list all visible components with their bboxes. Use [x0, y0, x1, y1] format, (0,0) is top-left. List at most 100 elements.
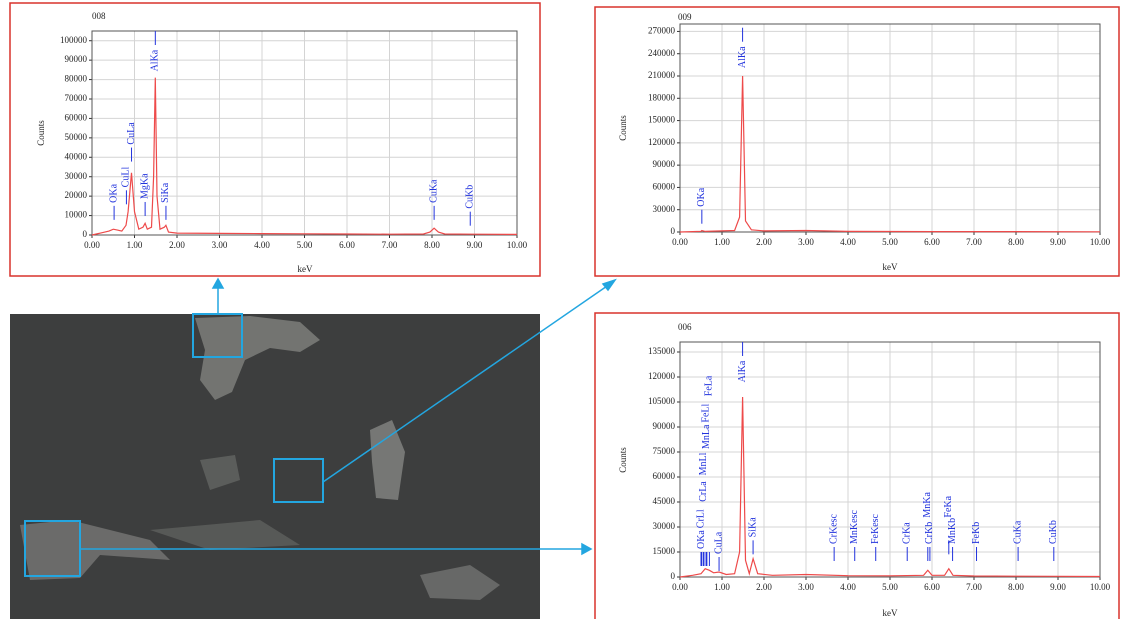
chart-title: 009	[678, 12, 692, 22]
peak-label: CrLa	[698, 481, 709, 502]
x-tick-label: 7.00	[382, 240, 398, 250]
y-tick-label: 60000	[653, 181, 676, 191]
peak-label: AlKa	[737, 46, 748, 68]
y-tick-label: 30000	[65, 171, 88, 181]
peak-label: MnLa	[701, 424, 712, 449]
x-tick-label: 3.00	[798, 582, 814, 592]
x-tick-label: 0.00	[672, 582, 688, 592]
x-tick-label: 9.00	[1050, 237, 1066, 247]
x-tick-label: 4.00	[254, 240, 270, 250]
y-tick-label: 120000	[648, 371, 676, 381]
x-tick-label: 6.00	[924, 237, 940, 247]
y-tick-label: 270000	[648, 25, 676, 35]
peak-label: MgKa	[139, 173, 150, 199]
x-tick-label: 6.00	[924, 582, 940, 592]
x-tick-label: 1.00	[714, 237, 730, 247]
y-tick-label: 120000	[648, 137, 676, 147]
y-axis-label: Counts	[618, 447, 628, 473]
peak-label: CrLl	[695, 509, 706, 528]
x-tick-label: 9.00	[1050, 582, 1066, 592]
x-axis-label: keV	[298, 264, 313, 274]
x-tick-label: 5.00	[882, 582, 898, 592]
peak-label: SiKa	[747, 517, 758, 538]
peak-label: CuKa	[428, 179, 439, 203]
peak-label: FeKesc	[870, 513, 881, 544]
peak-label: OKa	[696, 530, 707, 549]
y-tick-label: 0	[83, 229, 88, 239]
y-tick-label: 0	[671, 226, 676, 236]
x-axis-label: keV	[883, 608, 898, 618]
x-tick-label: 9.00	[467, 240, 483, 250]
peak-label: MnKesc	[849, 510, 860, 544]
y-axis-label: Counts	[36, 120, 46, 146]
peak-label: FeLl	[700, 403, 711, 422]
peak-label: CuKa	[1012, 520, 1023, 544]
chart-title: 006	[678, 322, 692, 332]
x-tick-label: 7.00	[966, 237, 982, 247]
x-tick-label: 10.00	[1090, 237, 1111, 247]
y-tick-label: 40000	[65, 151, 88, 161]
peak-label: OKa	[696, 187, 707, 206]
x-tick-label: 1.00	[127, 240, 143, 250]
peak-label: MnKa	[922, 491, 933, 517]
y-tick-label: 80000	[65, 74, 88, 84]
y-tick-label: 135000	[648, 346, 676, 356]
x-tick-label: 8.00	[1008, 237, 1024, 247]
y-tick-label: 180000	[648, 92, 676, 102]
y-axis-label: Counts	[618, 115, 628, 141]
y-tick-label: 10000	[65, 210, 88, 220]
peak-label: AlKa	[737, 360, 748, 382]
y-tick-label: 70000	[65, 93, 88, 103]
peak-label: MnKb	[947, 518, 958, 544]
peak-label: CrKesc	[828, 513, 839, 544]
peak-label: FeKa	[943, 495, 954, 517]
peak-label: OKa	[108, 183, 119, 202]
figure: 008keVCounts0100002000030000400005000060…	[0, 0, 1121, 619]
y-tick-label: 90000	[653, 159, 676, 169]
x-tick-label: 0.00	[84, 240, 100, 250]
y-tick-label: 90000	[653, 421, 676, 431]
x-tick-label: 2.00	[756, 582, 772, 592]
x-tick-label: 10.00	[1090, 582, 1111, 592]
y-tick-label: 0	[671, 571, 676, 581]
x-tick-label: 8.00	[1008, 582, 1024, 592]
peak-label: CrKa	[902, 522, 913, 544]
x-tick-label: 5.00	[297, 240, 313, 250]
x-tick-label: 3.00	[212, 240, 228, 250]
x-tick-label: 5.00	[882, 237, 898, 247]
y-tick-label: 60000	[65, 112, 88, 122]
x-tick-label: 8.00	[424, 240, 440, 250]
y-tick-label: 75000	[653, 446, 676, 456]
x-axis-label: keV	[883, 262, 898, 272]
chart-title: 008	[92, 11, 106, 21]
y-tick-label: 15000	[653, 546, 676, 556]
y-tick-label: 60000	[653, 471, 676, 481]
y-tick-label: 20000	[65, 190, 88, 200]
peak-label: CuKb	[465, 185, 476, 209]
peak-label: FeLa	[704, 375, 715, 396]
peak-label: CrKb	[924, 522, 935, 544]
peak-label: FeKb	[971, 522, 982, 544]
peak-label: SiKa	[160, 182, 171, 203]
x-tick-label: 10.00	[507, 240, 528, 250]
x-tick-label: 0.00	[672, 237, 688, 247]
peak-label: CuLl	[121, 167, 132, 188]
peak-label: AlKa	[150, 49, 161, 71]
peak-label: CuLa	[713, 531, 724, 554]
x-tick-label: 6.00	[339, 240, 355, 250]
x-tick-label: 3.00	[798, 237, 814, 247]
peak-label: CuLa	[126, 122, 137, 145]
x-tick-label: 7.00	[966, 582, 982, 592]
x-tick-label: 4.00	[840, 237, 856, 247]
x-tick-label: 2.00	[169, 240, 185, 250]
y-tick-label: 105000	[648, 396, 676, 406]
x-tick-label: 1.00	[714, 582, 730, 592]
y-tick-label: 100000	[60, 35, 88, 45]
y-tick-label: 30000	[653, 204, 676, 214]
y-tick-label: 210000	[648, 70, 676, 80]
y-tick-label: 90000	[65, 54, 88, 64]
y-tick-label: 30000	[653, 521, 676, 531]
x-tick-label: 2.00	[756, 237, 772, 247]
y-tick-label: 45000	[653, 496, 676, 506]
peak-label: CuKb	[1048, 520, 1059, 544]
